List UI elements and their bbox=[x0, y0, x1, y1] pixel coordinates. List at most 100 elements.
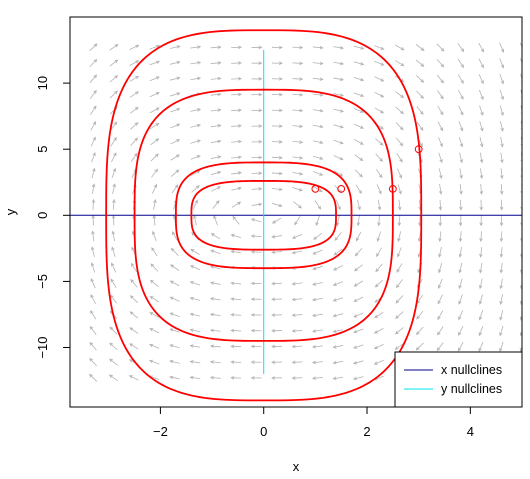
vector-arrow bbox=[333, 124, 344, 129]
vector-arrow bbox=[458, 294, 463, 305]
vector-arrow bbox=[271, 140, 283, 144]
vector-arrow bbox=[210, 76, 222, 81]
vector-arrow bbox=[151, 247, 158, 257]
vector-arrow bbox=[416, 310, 424, 320]
initial-point-2 bbox=[337, 184, 346, 193]
vector-arrow bbox=[210, 92, 222, 97]
vector-arrow bbox=[312, 77, 324, 81]
vector-arrow bbox=[130, 152, 138, 162]
y-tick-label: −5 bbox=[35, 274, 50, 289]
vector-arrow bbox=[91, 198, 96, 210]
trajectories bbox=[105, 29, 423, 402]
vector-arrow bbox=[130, 278, 138, 288]
vector-arrow bbox=[458, 215, 463, 227]
vector-arrow bbox=[478, 89, 484, 101]
vector-arrow bbox=[374, 76, 385, 82]
vector-arrow bbox=[398, 199, 402, 211]
vector-arrow bbox=[333, 139, 344, 145]
vector-arrow bbox=[332, 345, 344, 349]
vector-arrow bbox=[271, 187, 283, 192]
vector-arrow bbox=[353, 328, 364, 334]
vector-arrow bbox=[397, 168, 403, 179]
vector-arrow bbox=[250, 250, 262, 254]
vector-arrow bbox=[352, 360, 364, 365]
vector-arrow bbox=[190, 108, 202, 112]
vector-arrow bbox=[230, 297, 242, 301]
vector-arrow bbox=[272, 203, 283, 208]
vector-arrow bbox=[292, 93, 304, 97]
vector-arrow bbox=[231, 45, 243, 50]
vector-arrow bbox=[437, 121, 444, 132]
vector-arrow bbox=[209, 297, 221, 301]
vector-arrow bbox=[129, 91, 139, 98]
vector-arrow bbox=[230, 328, 242, 333]
vector-arrow bbox=[478, 58, 484, 69]
vector-arrow bbox=[478, 310, 484, 321]
vector-arrow bbox=[170, 139, 181, 145]
vector-arrow bbox=[91, 183, 96, 195]
vector-arrow bbox=[231, 92, 243, 97]
legend-box bbox=[394, 351, 523, 408]
vector-arrow bbox=[149, 60, 161, 66]
vector-arrow bbox=[374, 45, 385, 50]
vector-arrow bbox=[193, 214, 197, 226]
vector-arrow bbox=[171, 231, 178, 241]
vector-arrow bbox=[250, 281, 262, 286]
vector-arrow bbox=[397, 247, 402, 258]
vector-arrow bbox=[397, 184, 402, 195]
vector-arrow bbox=[209, 281, 221, 285]
initial-point-4 bbox=[414, 145, 423, 154]
vector-arrow bbox=[478, 294, 483, 305]
vector-arrow bbox=[89, 43, 98, 52]
vector-arrow bbox=[231, 139, 243, 144]
vector-arrow bbox=[394, 44, 405, 51]
vector-arrow bbox=[499, 278, 503, 290]
vector-arrow bbox=[109, 358, 118, 366]
vector-arrow bbox=[271, 234, 283, 239]
vector-arrow bbox=[458, 326, 464, 336]
vector-arrow bbox=[129, 75, 140, 82]
y-tick-label: −10 bbox=[35, 336, 50, 358]
vector-arrow bbox=[189, 328, 201, 333]
vector-arrow bbox=[312, 93, 324, 97]
vector-arrow bbox=[415, 326, 424, 336]
nullclines bbox=[70, 50, 522, 374]
vector-arrow bbox=[170, 92, 181, 97]
vector-arrow bbox=[231, 108, 243, 112]
vector-arrow bbox=[149, 295, 159, 303]
vector-arrow bbox=[355, 184, 362, 195]
vector-arrow bbox=[149, 279, 159, 287]
vector-arrow bbox=[397, 231, 402, 243]
vector-arrow bbox=[396, 263, 403, 273]
vector-arrow bbox=[149, 312, 160, 318]
x-axis-label: x bbox=[293, 459, 300, 474]
initial-points bbox=[311, 145, 423, 193]
vector-arrow bbox=[315, 215, 320, 227]
vector-arrow bbox=[438, 247, 442, 258]
vector-arrow bbox=[438, 152, 443, 164]
vector-arrow bbox=[354, 154, 364, 162]
vector-arrow bbox=[415, 75, 425, 83]
vector-arrow bbox=[333, 108, 344, 113]
vector-arrow bbox=[291, 250, 303, 255]
vector-arrow bbox=[291, 360, 303, 365]
vector-arrow bbox=[438, 215, 443, 227]
vector-arrow bbox=[376, 184, 382, 195]
vector-arrow bbox=[152, 214, 157, 226]
vector-arrow bbox=[149, 107, 160, 114]
vector-arrow bbox=[169, 344, 180, 349]
vector-arrow bbox=[357, 199, 361, 211]
vector-arrow bbox=[395, 122, 404, 131]
vector-arrow bbox=[437, 278, 443, 289]
vector-field bbox=[89, 42, 522, 384]
vector-arrow bbox=[333, 77, 345, 82]
vector-arrow bbox=[108, 374, 118, 382]
vector-arrow bbox=[169, 375, 180, 380]
vector-arrow bbox=[189, 281, 201, 286]
vector-arrow bbox=[90, 278, 96, 289]
vector-arrow bbox=[251, 92, 263, 97]
vector-arrow bbox=[149, 45, 161, 50]
vector-arrow bbox=[149, 76, 160, 82]
vector-arrow bbox=[111, 214, 116, 226]
vector-arrow bbox=[332, 281, 344, 286]
